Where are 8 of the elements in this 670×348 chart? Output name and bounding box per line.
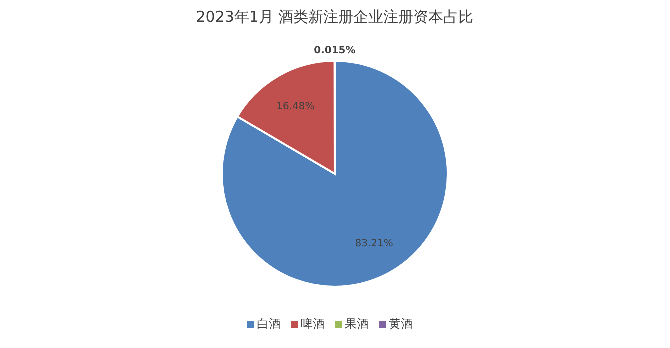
data-label: 16.48% <box>276 101 315 112</box>
data-label: 0.015% <box>314 46 356 57</box>
legend-label: 果酒 <box>345 317 369 331</box>
legend-label: 啤酒 <box>301 317 325 331</box>
data-label: 83.21% <box>355 238 394 250</box>
legend-label: 黄酒 <box>389 317 413 331</box>
chart-title: 2023年1月 酒类新注册企业注册资本占比 <box>196 8 474 26</box>
legend-label: 白酒 <box>257 317 281 331</box>
